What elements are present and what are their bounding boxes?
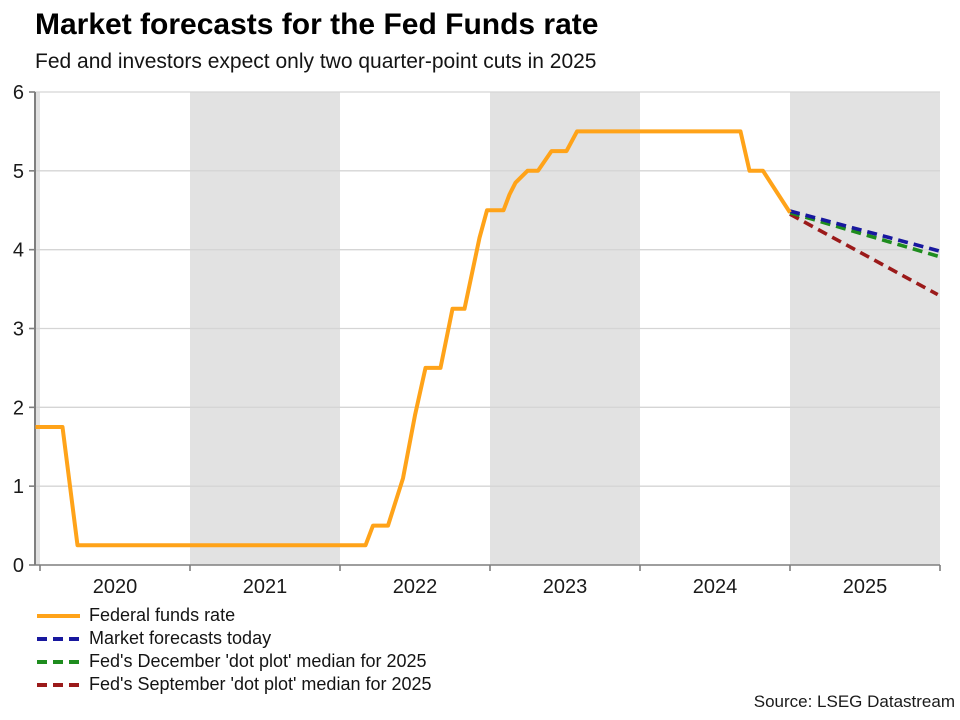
legend-line-swatch-dashed: [37, 636, 80, 641]
legend-item-september-dot-plot: Fed's September 'dot plot' median for 20…: [37, 674, 432, 695]
legend-item-market-forecasts-today: Market forecasts today: [37, 628, 432, 649]
y-tick-label: 5: [13, 161, 24, 183]
source-attribution: Source: LSEG Datastream: [753, 692, 955, 711]
x-tick-label: 2024: [693, 576, 738, 598]
y-tick-label: 2: [13, 397, 24, 419]
legend-label: Fed's September 'dot plot' median for 20…: [89, 674, 432, 694]
chart-legend: Federal funds rate Market forecasts toda…: [37, 605, 432, 695]
x-tick-label: 2021: [243, 576, 288, 598]
legend-label: Federal funds rate: [89, 605, 236, 625]
legend-line-swatch-solid: [37, 613, 80, 618]
legend-item-december-dot-plot: Fed's December 'dot plot' median for 202…: [37, 651, 432, 672]
legend-label: Fed's December 'dot plot' median for 202…: [89, 651, 427, 671]
legend-line-swatch-dashed: [37, 659, 80, 664]
series-line-forecast-3: [789, 212, 939, 297]
series-line-forecast-2: [789, 210, 941, 259]
legend-label: Market forecasts today: [89, 628, 272, 648]
chart-subtitle: Fed and investors expect only two quarte…: [35, 50, 597, 73]
legend-item-federal-funds-rate: Federal funds rate: [37, 605, 432, 626]
y-tick-label: 3: [13, 319, 24, 341]
y-tick-label: 6: [13, 82, 24, 104]
y-tick-label: 1: [13, 476, 24, 498]
series-line-federal-funds-rate: [35, 129, 792, 548]
x-tick-label: 2025: [843, 576, 888, 598]
x-tick-label: 2023: [543, 576, 588, 598]
y-tick-label: 0: [13, 555, 24, 577]
series-line-forecast-1: [789, 209, 941, 253]
page-title: Market forecasts for the Fed Funds rate: [35, 8, 599, 41]
legend-line-swatch-dashed: [37, 682, 80, 687]
x-tick-label: 2022: [393, 576, 438, 598]
x-tick-label: 2020: [93, 576, 138, 598]
y-tick-label: 4: [13, 240, 24, 262]
